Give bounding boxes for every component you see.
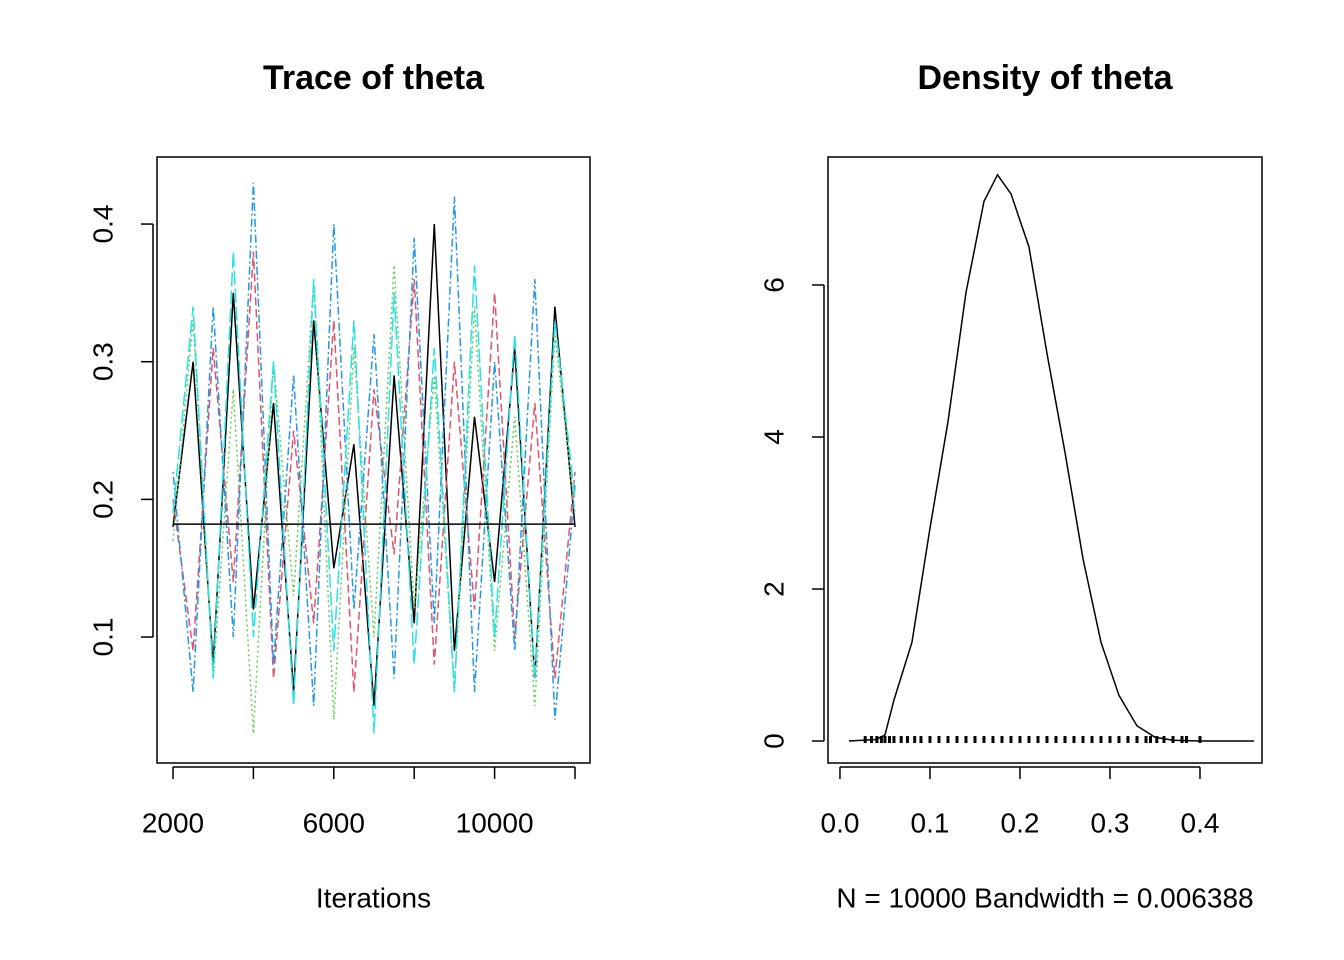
density-curve: [848, 173, 1254, 742]
chart-title: Trace of theta: [263, 59, 485, 97]
y-tick-label: 0.3: [87, 342, 118, 381]
trace-line: [172, 251, 576, 693]
y-tick-label: 6: [758, 277, 789, 293]
y-tick-label: 0: [758, 733, 789, 749]
trace-line: [172, 182, 576, 720]
y-tick-label: 2: [758, 581, 789, 597]
y-tick-label: 4: [758, 429, 789, 445]
plot-box: [827, 156, 1263, 764]
x-tick-label: 6000: [303, 807, 365, 838]
x-tick-label: 2000: [142, 807, 204, 838]
x-axis-label: Iterations: [316, 882, 431, 913]
y-tick-label: 0.4: [87, 205, 118, 244]
trace-line: [172, 251, 576, 734]
x-tick-label: 0.1: [911, 807, 950, 838]
x-tick-label: 0.3: [1091, 807, 1130, 838]
chart-title: Density of theta: [917, 59, 1173, 97]
x-axis-label: N = 10000 Bandwidth = 0.006388: [836, 882, 1253, 913]
y-tick-label: 0.1: [87, 618, 118, 657]
x-tick-label: 0.0: [821, 807, 860, 838]
x-tick-label: 10000: [456, 807, 534, 838]
y-tick-label: 0.2: [87, 480, 118, 519]
x-tick-label: 0.2: [1001, 807, 1040, 838]
plot-box: [156, 156, 591, 764]
trace-line: [172, 265, 576, 734]
x-tick-label: 0.4: [1181, 807, 1220, 838]
